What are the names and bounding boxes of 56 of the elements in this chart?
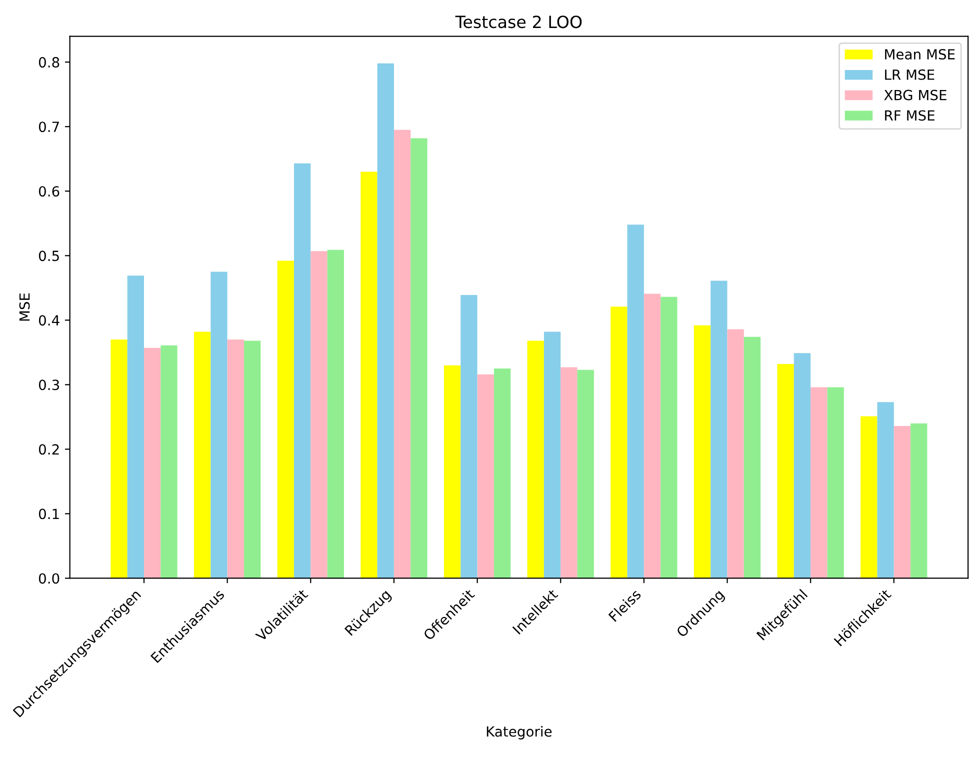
bar xyxy=(244,340,261,578)
bar xyxy=(394,130,411,578)
bar xyxy=(144,348,161,578)
bar xyxy=(227,340,244,578)
y-tick-label: 0.7 xyxy=(38,122,59,132)
bar xyxy=(194,332,211,578)
y-tick-label: 0.0 xyxy=(38,573,60,584)
legend-label: XBG MSE xyxy=(884,90,946,100)
bar xyxy=(544,332,561,578)
y-tick-label: 0.4 xyxy=(38,315,60,326)
chart-title: Testcase 2 LOO xyxy=(455,16,582,28)
legend-label: Mean MSE xyxy=(885,49,955,60)
y-tick-label: 0.1 xyxy=(38,508,59,520)
bar xyxy=(577,370,594,578)
bar xyxy=(644,294,661,578)
bar xyxy=(477,374,494,578)
bar xyxy=(910,423,928,578)
legend-label: LR MSE xyxy=(885,69,934,80)
y-tick-label: 0.2 xyxy=(38,444,59,455)
bar xyxy=(494,368,511,578)
bar xyxy=(710,280,728,578)
bar xyxy=(777,364,794,578)
bar xyxy=(627,224,644,578)
bar xyxy=(660,296,678,578)
bar xyxy=(560,367,578,578)
y-tick-label: 0.6 xyxy=(38,186,60,197)
y-axis-title: MSE xyxy=(19,293,30,321)
bar xyxy=(877,402,894,578)
bar xyxy=(694,325,711,578)
bar xyxy=(610,306,628,578)
bar xyxy=(160,345,178,578)
legend-label: RF MSE xyxy=(885,110,934,121)
bar xyxy=(127,276,144,578)
bar xyxy=(327,250,344,578)
bar xyxy=(894,426,911,578)
bar xyxy=(310,251,328,578)
bar xyxy=(860,416,878,578)
bar xyxy=(277,260,294,578)
y-tick-label: 0.5 xyxy=(38,250,59,262)
x-axis-title: Kategorie xyxy=(486,726,552,740)
bar xyxy=(527,340,544,578)
y-tick-label: 0.3 xyxy=(38,380,60,390)
bar xyxy=(827,387,844,578)
bar xyxy=(444,365,461,578)
bar xyxy=(360,172,378,578)
bar xyxy=(210,272,228,578)
bar xyxy=(727,329,744,578)
bar xyxy=(294,163,311,578)
bar xyxy=(794,353,811,578)
bar xyxy=(744,336,761,578)
bar xyxy=(810,387,828,578)
bar xyxy=(377,63,394,578)
bar xyxy=(110,340,128,578)
bar xyxy=(460,295,478,578)
y-tick-label: 0.8 xyxy=(38,57,60,68)
bar xyxy=(410,138,428,578)
